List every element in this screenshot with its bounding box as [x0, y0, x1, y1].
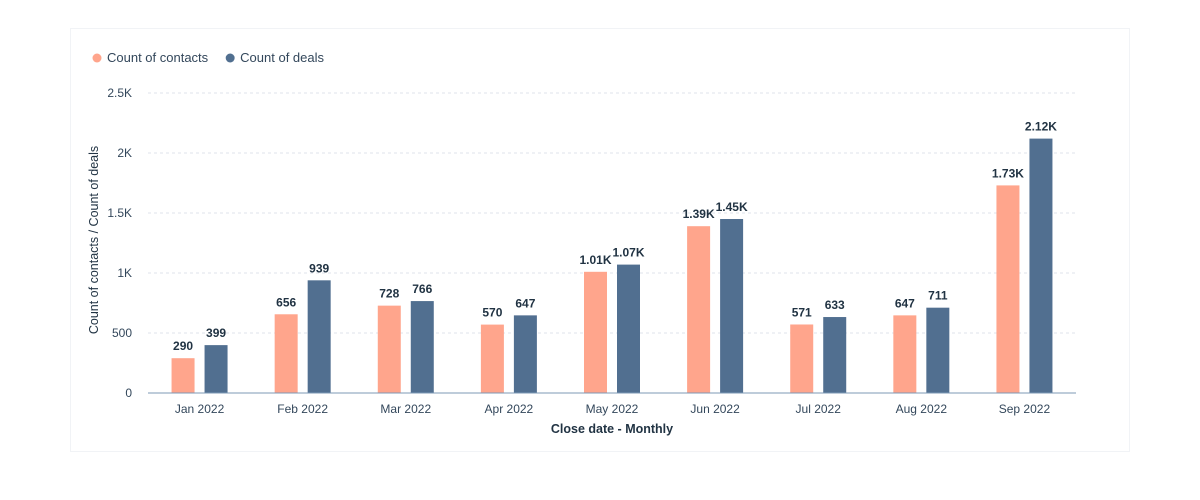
bar-deals[interactable]: [617, 264, 640, 393]
bar-value-label: 399: [206, 326, 226, 340]
bar-contacts[interactable]: [584, 271, 607, 393]
bar-contacts[interactable]: [893, 315, 917, 393]
y-tick-label: 500: [112, 326, 132, 340]
bar-deals[interactable]: [823, 317, 847, 393]
bar-value-label: 647: [515, 296, 535, 310]
bar-value-label: 633: [825, 298, 845, 312]
x-tick-label: Feb 2022: [277, 402, 328, 416]
gridlines: [148, 92, 1076, 334]
legend-swatch: [225, 53, 235, 63]
y-axis-ticks: 0 500 1K 1.5K 2K 2.5K: [107, 86, 132, 400]
bar-value-label: 1.01K: [579, 253, 611, 267]
bar-contacts[interactable]: [687, 226, 711, 393]
bar-value-label: 1.39K: [683, 207, 715, 221]
legend-label[interactable]: Count of deals: [240, 50, 324, 65]
x-tick-label: Jan 2022: [175, 402, 225, 416]
bar-deals[interactable]: [720, 219, 744, 393]
bar-value-label: 2.12K: [1025, 120, 1057, 134]
bar-value-label: 656: [276, 295, 296, 309]
bar-contacts[interactable]: [377, 305, 401, 393]
bar-deals[interactable]: [410, 301, 434, 393]
bars: [171, 138, 1053, 393]
bar-value-label: 647: [895, 296, 915, 310]
x-axis-title: Close date - Monthly: [551, 422, 673, 436]
x-tick-label: Sep 2022: [999, 402, 1051, 416]
bar-deals[interactable]: [1029, 138, 1053, 393]
y-tick-label: 1.5K: [107, 206, 132, 220]
bar-contacts[interactable]: [790, 324, 814, 393]
bar-value-label: 1.73K: [992, 166, 1024, 180]
y-axis-title: Count of contacts / Count of deals: [87, 146, 101, 334]
bar-value-label: 728: [379, 287, 399, 301]
bar-value-label: 570: [482, 306, 502, 320]
bar-value-label: 711: [928, 289, 948, 303]
bar-value-label: 290: [173, 339, 193, 353]
bar-value-label: 571: [792, 305, 812, 319]
x-tick-label: Apr 2022: [485, 402, 534, 416]
bar-contacts[interactable]: [274, 314, 298, 393]
legend: Count of contacts Count of deals: [92, 50, 325, 65]
x-tick-label: Jun 2022: [690, 402, 740, 416]
y-tick-label: 0: [125, 386, 132, 400]
x-tick-label: Mar 2022: [380, 402, 431, 416]
x-axis-ticks: Jan 2022 Feb 2022 Mar 2022 Apr 2022 May 2022…: [175, 402, 1051, 416]
bar-value-label: 766: [412, 282, 432, 296]
bar-contacts[interactable]: [480, 324, 504, 393]
bar-deals[interactable]: [926, 307, 950, 393]
bar-value-label: 1.07K: [612, 246, 644, 260]
bar-value-label: 1.45K: [716, 200, 748, 214]
x-tick-label: Aug 2022: [896, 402, 948, 416]
x-tick-label: Jul 2022: [796, 402, 842, 416]
y-tick-label: 2.5K: [107, 86, 132, 100]
bar-deals[interactable]: [513, 315, 537, 393]
bar-contacts[interactable]: [996, 185, 1020, 393]
legend-label[interactable]: Count of contacts: [107, 50, 209, 65]
bar-value-label: 939: [309, 261, 329, 275]
bar-deals[interactable]: [307, 280, 331, 393]
y-tick-label: 2K: [117, 146, 132, 160]
bar-deals[interactable]: [204, 345, 228, 393]
x-tick-label: May 2022: [586, 402, 639, 416]
legend-swatch: [92, 53, 102, 63]
bar-contacts[interactable]: [171, 358, 195, 393]
y-tick-label: 1K: [117, 266, 132, 280]
